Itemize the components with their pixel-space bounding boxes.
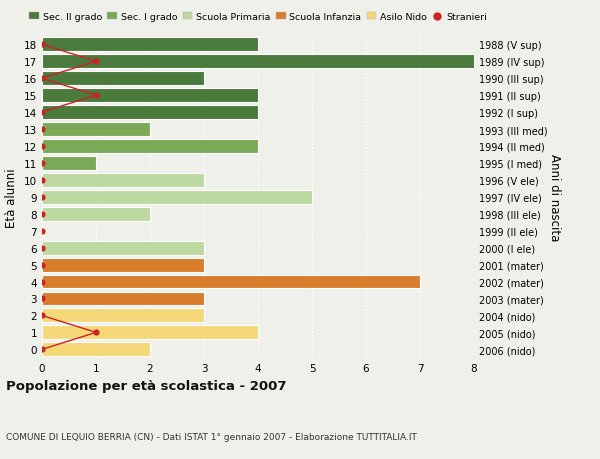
Bar bbox=[42, 55, 474, 69]
Bar bbox=[42, 174, 204, 187]
Y-axis label: Età alunni: Età alunni bbox=[5, 168, 19, 227]
Bar bbox=[42, 292, 204, 306]
Bar bbox=[42, 275, 420, 289]
Bar bbox=[42, 309, 204, 323]
Y-axis label: Anni di nascita: Anni di nascita bbox=[548, 154, 562, 241]
Bar bbox=[42, 89, 258, 103]
Legend: Sec. II grado, Sec. I grado, Scuola Primaria, Scuola Infanzia, Asilo Nido, Stran: Sec. II grado, Sec. I grado, Scuola Prim… bbox=[26, 9, 490, 26]
Bar bbox=[42, 326, 258, 340]
Bar bbox=[42, 241, 204, 255]
Text: COMUNE DI LEQUIO BERRIA (CN) - Dati ISTAT 1° gennaio 2007 - Elaborazione TUTTITA: COMUNE DI LEQUIO BERRIA (CN) - Dati ISTA… bbox=[6, 431, 417, 441]
Bar bbox=[42, 157, 96, 170]
Bar bbox=[42, 190, 312, 204]
Bar bbox=[42, 207, 150, 221]
Bar bbox=[42, 140, 258, 154]
Text: Popolazione per età scolastica - 2007: Popolazione per età scolastica - 2007 bbox=[6, 380, 287, 392]
Bar bbox=[42, 258, 204, 272]
Bar bbox=[42, 342, 150, 357]
Bar bbox=[42, 123, 150, 137]
Bar bbox=[42, 106, 258, 120]
Bar bbox=[42, 38, 258, 52]
Bar bbox=[42, 72, 204, 86]
